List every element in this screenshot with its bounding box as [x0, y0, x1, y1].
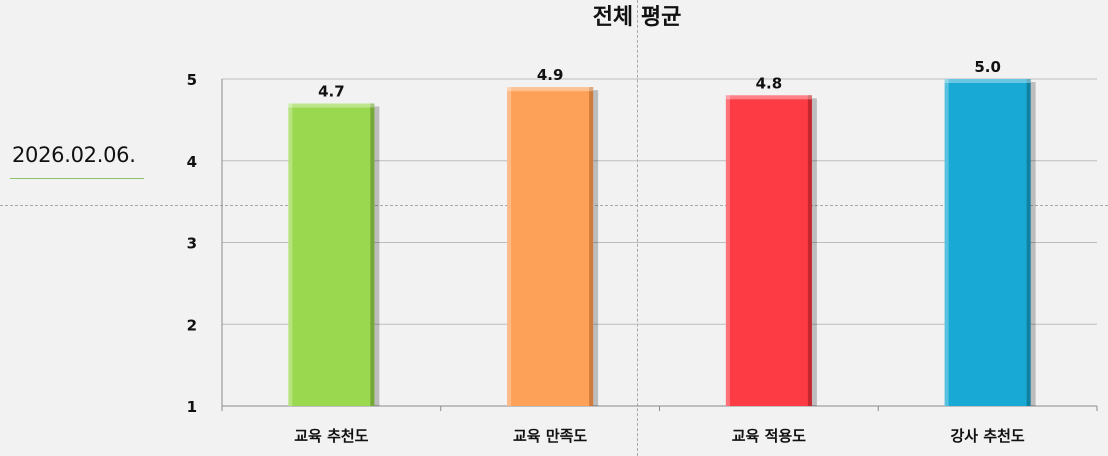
bar-bevel-top — [288, 103, 375, 108]
x-category-label: 교육 만족도 — [513, 427, 587, 445]
bar-face — [944, 79, 1031, 406]
bar-bevel-left — [944, 79, 949, 406]
y-tick-label: 2 — [187, 316, 197, 334]
bar-bevel-right — [1026, 79, 1031, 406]
x-category-label: 교육 적용도 — [732, 427, 806, 445]
vertical-guide-line — [637, 0, 638, 456]
bar-face — [507, 87, 594, 407]
data-label: 5.0 — [974, 58, 1001, 76]
bar — [725, 95, 817, 406]
y-tick-label: 1 — [187, 398, 197, 416]
bars — [288, 79, 1036, 407]
date-underline — [10, 178, 144, 179]
bar — [944, 79, 1036, 406]
bar-face — [725, 95, 812, 406]
bar-bevel-left — [507, 87, 512, 407]
bar-bevel-top — [507, 87, 594, 92]
bar-face — [288, 103, 375, 407]
labels: 1 2 3 4 5 4.7 교육 추천도 4.9 교육 만족도 4.8 교육 적용도 5.0 강사 추천… — [187, 58, 1025, 445]
bar-bevel-left — [725, 95, 730, 406]
bar-bevel-top — [944, 79, 1031, 83]
x-category-label: 강사 추천도 — [951, 427, 1025, 445]
data-label: 4.7 — [318, 83, 345, 101]
chart-title: 전체 평균 — [593, 5, 682, 30]
bar-bevel-right — [807, 95, 812, 406]
bar — [507, 87, 599, 407]
bar-bevel-right — [589, 87, 594, 407]
y-tick-label: 5 — [187, 71, 197, 89]
y-tick-label: 4 — [187, 153, 197, 171]
x-category-label: 교육 추천도 — [294, 427, 368, 445]
bar — [288, 103, 380, 407]
bar-bevel-right — [370, 103, 375, 407]
data-label: 4.9 — [537, 66, 564, 84]
date-label: 2026.02.06. — [12, 143, 136, 167]
bar-bevel-top — [725, 95, 812, 100]
y-tick-label: 3 — [187, 235, 197, 253]
bar-bevel-left — [288, 103, 293, 407]
data-label: 4.8 — [756, 74, 783, 92]
